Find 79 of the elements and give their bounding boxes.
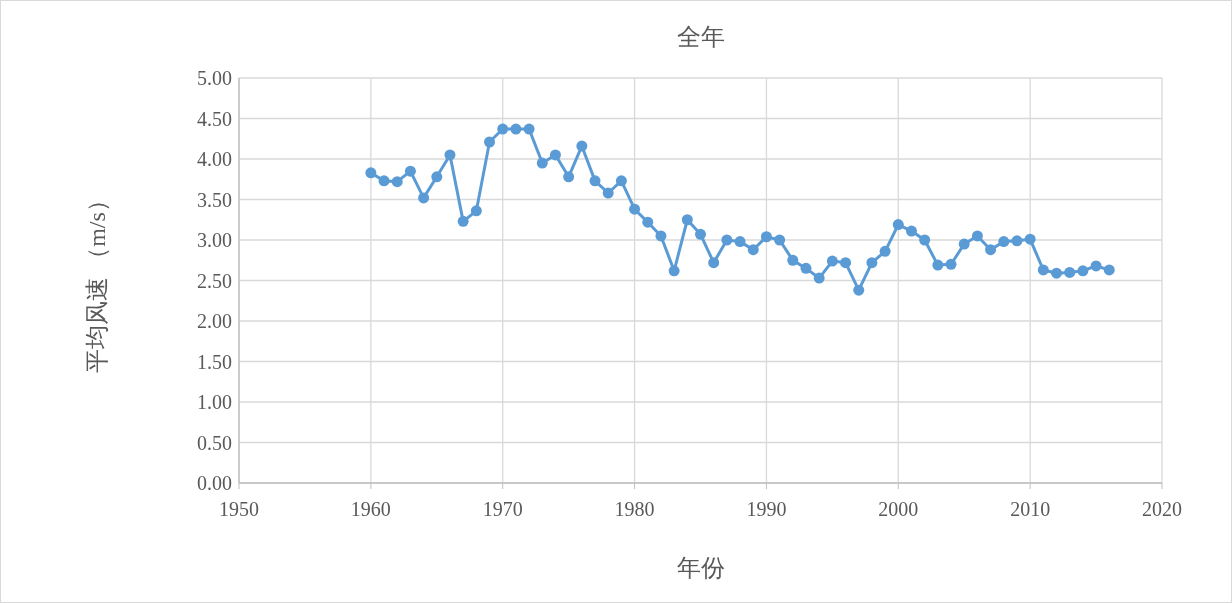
y-tick-label: 2.00: [197, 310, 232, 332]
y-tick-label: 3.00: [197, 229, 232, 251]
x-tick-label: 2020: [1142, 498, 1182, 520]
point: [905, 225, 917, 237]
point: [998, 236, 1010, 248]
point: [813, 272, 825, 284]
point: [418, 192, 430, 204]
point: [826, 255, 838, 267]
x-tick-label: 1990: [746, 498, 787, 520]
point: [615, 175, 627, 187]
x-tick-label: 1970: [482, 498, 523, 520]
point: [576, 140, 588, 152]
y-tick-label: 5.00: [197, 67, 232, 89]
point: [470, 205, 482, 217]
y-tick-label: 0.00: [197, 472, 232, 494]
point: [932, 259, 944, 271]
point: [853, 284, 865, 296]
point: [681, 214, 693, 226]
point: [787, 254, 799, 266]
point: [892, 219, 904, 231]
y-tick-label: 1.50: [197, 350, 232, 373]
point: [536, 157, 548, 169]
point: [945, 258, 957, 270]
point: [444, 149, 456, 161]
point: [589, 175, 601, 187]
point: [431, 171, 443, 183]
point: [985, 244, 997, 256]
point: [721, 234, 733, 246]
chart-title: 全年: [676, 24, 725, 50]
point: [879, 245, 891, 257]
point: [523, 123, 535, 135]
point: [510, 123, 522, 135]
point: [378, 175, 390, 187]
y-tick-label: 4.50: [197, 107, 232, 130]
x-tick-label: 2010: [1010, 498, 1051, 520]
point: [1064, 266, 1076, 278]
point: [563, 171, 575, 183]
point: [668, 265, 680, 277]
x-tick-label: 2000: [878, 498, 919, 520]
y-tick-label: 3.50: [197, 188, 232, 211]
point: [760, 231, 772, 243]
point: [1051, 267, 1063, 279]
point: [1011, 235, 1023, 247]
point: [1103, 264, 1115, 276]
point: [840, 257, 852, 269]
point: [800, 262, 812, 274]
point: [1037, 264, 1049, 276]
point: [1024, 233, 1036, 245]
point: [747, 244, 759, 256]
point: [919, 234, 931, 246]
point: [708, 257, 720, 269]
point: [404, 165, 416, 177]
point: [1090, 260, 1102, 272]
point: [365, 167, 377, 179]
point: [958, 238, 970, 250]
x-tick-label: 1950: [219, 498, 259, 520]
point: [971, 230, 983, 242]
point: [695, 228, 706, 240]
point: [457, 215, 469, 227]
y-tick-label: 1.00: [197, 391, 232, 413]
point: [642, 216, 654, 228]
point: [484, 136, 496, 148]
y-axis-title: 平均风速 （m/s）: [84, 188, 110, 373]
point: [774, 234, 786, 246]
point: [497, 123, 509, 135]
x-tick-label: 1980: [614, 498, 655, 520]
y-tick-label: 4.00: [197, 148, 232, 170]
point: [391, 176, 403, 188]
point: [655, 230, 667, 242]
y-tick-label: 0.50: [197, 431, 232, 454]
point: [866, 257, 878, 269]
point: [549, 149, 561, 161]
y-tick-label: 2.50: [197, 269, 232, 292]
point: [734, 236, 746, 248]
point: [629, 203, 641, 215]
x-axis-title: 年份: [676, 555, 725, 581]
x-tick-label: 1960: [350, 498, 391, 520]
point: [1077, 265, 1089, 277]
point: [602, 187, 614, 199]
